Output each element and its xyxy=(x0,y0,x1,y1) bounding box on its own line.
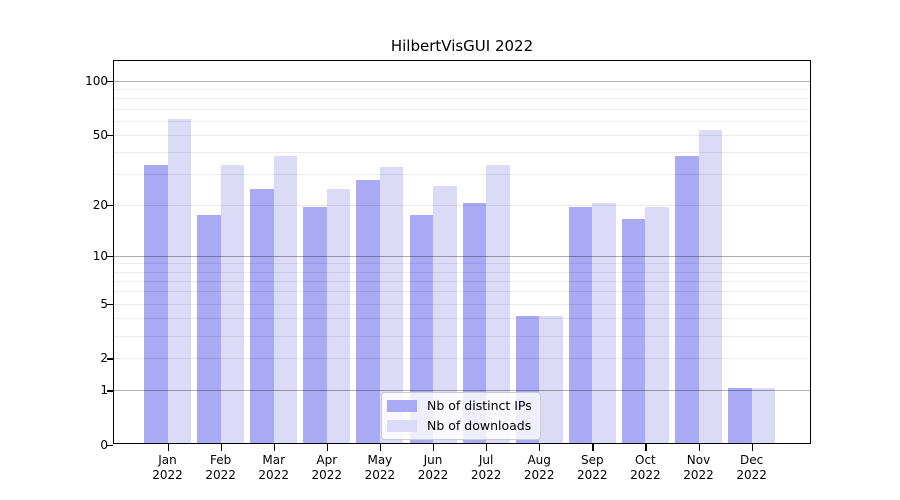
x-tick-label-jan: Jan 2022 xyxy=(152,453,183,482)
y-tick-label-1: 1 xyxy=(100,383,108,398)
legend-label-distinct-ips: Nb of distinct IPs xyxy=(427,398,532,413)
x-tick-label-jun: Jun 2022 xyxy=(417,453,449,482)
y-tick-50 xyxy=(107,134,113,136)
bar-jul-distinct-ips xyxy=(462,202,487,443)
bar-nov-downloads xyxy=(698,129,722,443)
bar-dec-downloads xyxy=(751,388,776,443)
y-tick-label-20: 20 xyxy=(92,197,108,212)
bar-may-downloads xyxy=(379,167,404,443)
bar-feb-downloads xyxy=(220,164,245,443)
y-tick-10 xyxy=(107,255,113,258)
bar-jan-distinct-ips xyxy=(144,164,168,443)
x-tick-aug xyxy=(539,444,541,451)
bar-jan-downloads xyxy=(167,118,191,443)
bar-sep-distinct-ips xyxy=(568,206,593,443)
x-tick-apr xyxy=(326,444,329,451)
y-tick-0 xyxy=(107,445,113,447)
bar-feb-distinct-ips xyxy=(197,214,221,443)
bar-nov-distinct-ips xyxy=(675,156,699,443)
bar-dec-distinct-ips xyxy=(728,388,752,443)
y-tick-label-0: 0 xyxy=(100,438,108,452)
chart-title: HilbertVisGUI 2022 xyxy=(390,37,534,55)
legend-swatch-downloads xyxy=(387,419,417,432)
y-tick-2 xyxy=(107,358,113,360)
y-tick-label-10: 10 xyxy=(92,248,108,263)
x-tick-label-nov: Nov 2022 xyxy=(683,453,714,482)
x-tick-jan xyxy=(167,444,169,451)
bar-oct-downloads xyxy=(645,206,669,443)
x-tick-label-sep: Sep 2022 xyxy=(577,453,608,482)
x-tick-label-oct: Oct 2022 xyxy=(630,453,661,482)
legend-label-downloads: Nb of downloads xyxy=(427,418,532,433)
x-tick-oct xyxy=(645,444,647,451)
x-tick-sep xyxy=(592,444,594,451)
x-tick-may xyxy=(379,444,382,451)
bar-mar-downloads xyxy=(273,156,298,443)
x-tick-label-mar: Mar 2022 xyxy=(258,453,289,482)
bar-jun-distinct-ips xyxy=(409,214,433,443)
ticks-layer: Jan 2022 Feb 2022 Mar 2022 Apr 2022 May 2022… xyxy=(85,61,810,482)
legend: Nb of distinct IPs Nb of downloads xyxy=(381,392,541,440)
bar-jun-downloads xyxy=(433,185,457,443)
x-tick-label-feb: Feb 2022 xyxy=(205,453,236,482)
bar-apr-downloads xyxy=(326,189,351,443)
y-tick-20 xyxy=(107,204,113,207)
legend-swatch-distinct-ips xyxy=(387,399,417,412)
bar-oct-distinct-ips xyxy=(621,219,646,443)
y-tick-label-100: 100 xyxy=(85,73,108,88)
x-tick-feb xyxy=(220,444,222,451)
bar-mar-distinct-ips xyxy=(250,189,274,443)
y-tick-1 xyxy=(107,390,113,392)
x-tick-label-apr: Apr 2022 xyxy=(311,453,343,482)
legend-row-downloads: Nb of downloads xyxy=(387,417,532,434)
y-tick-label-2: 2 xyxy=(100,351,108,366)
plot-area: Jan 2022 Feb 2022 Mar 2022 Apr 2022 May 2022… xyxy=(85,60,811,482)
x-tick-dec xyxy=(751,444,753,451)
x-tick-label-jul: Jul 2022 xyxy=(470,453,502,482)
x-tick-mar xyxy=(273,444,275,451)
y-tick-5 xyxy=(107,303,113,305)
x-tick-nov xyxy=(698,444,700,451)
bar-aug-downloads xyxy=(539,316,563,443)
y-tick-label-50: 50 xyxy=(92,127,108,142)
bar-sep-downloads xyxy=(592,202,616,443)
bar-jul-downloads xyxy=(486,164,510,443)
x-tick-jun xyxy=(433,444,435,451)
bars-layer xyxy=(114,61,810,443)
legend-row-distinct-ips: Nb of distinct IPs xyxy=(387,397,532,414)
x-tick-label-dec: Dec 2022 xyxy=(736,453,767,482)
bar-apr-distinct-ips xyxy=(303,206,327,443)
x-tick-jul xyxy=(486,444,488,451)
x-tick-label-may: May 2022 xyxy=(364,453,396,482)
y-tick-label-5: 5 xyxy=(100,296,108,311)
y-tick-100 xyxy=(107,80,113,83)
bar-may-distinct-ips xyxy=(356,180,380,443)
x-tick-label-aug: Aug 2022 xyxy=(523,453,555,482)
